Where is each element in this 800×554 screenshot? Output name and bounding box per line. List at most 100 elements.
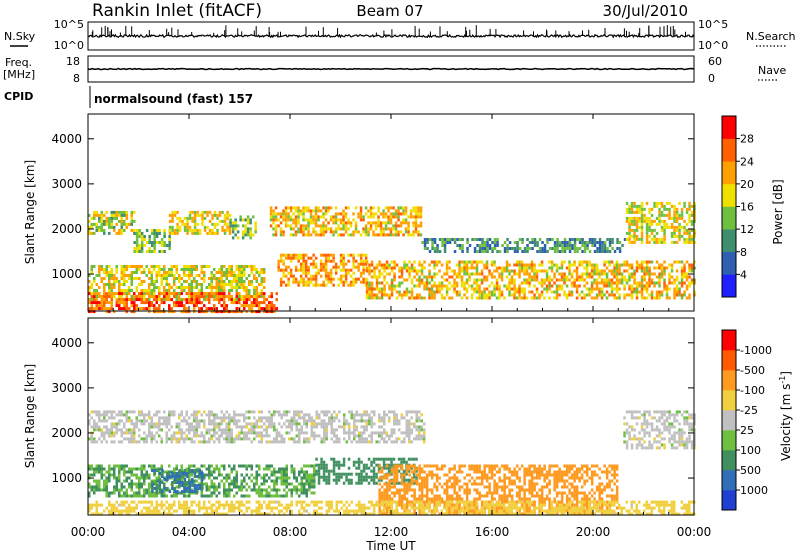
range-gate-cell — [299, 262, 303, 266]
range-gate-cell — [193, 310, 196, 314]
range-gate-cell — [660, 410, 664, 414]
range-gate-cell — [171, 216, 174, 220]
range-gate-cell — [377, 209, 380, 213]
range-gate-cell — [348, 422, 351, 426]
range-gate-cell — [663, 260, 666, 264]
range-gate-cell — [170, 310, 173, 314]
range-gate-cell — [655, 240, 659, 244]
range-gate-cell — [660, 272, 664, 276]
range-gate-cell — [272, 215, 275, 219]
range-gate-cell — [673, 207, 676, 211]
range-gate-cell — [486, 250, 489, 253]
range-gate-cell — [347, 218, 350, 222]
range-gate-cell — [274, 218, 278, 222]
range-gate-cell — [225, 268, 228, 271]
range-gate-cell — [590, 266, 594, 270]
range-gate-cell — [138, 485, 141, 489]
range-gate-cell — [304, 224, 308, 228]
range-gate-cell — [515, 296, 519, 300]
range-gate-cell — [486, 244, 489, 247]
range-gate-cell — [516, 244, 519, 247]
range-gate-cell — [90, 437, 93, 441]
range-gate-cell — [210, 274, 213, 277]
range-gate-cell — [300, 428, 303, 432]
range-gate-cell — [270, 470, 273, 474]
range-gate-cell — [573, 284, 576, 288]
range-gate-cell — [415, 293, 419, 297]
range-gate-cell — [410, 422, 413, 426]
range-gate-cell — [108, 464, 111, 468]
range-gate-cell — [635, 446, 639, 450]
range-gate-cell — [238, 301, 241, 305]
range-gate-cell — [596, 250, 599, 253]
range-gate-cell — [344, 212, 348, 216]
range-gate-cell — [255, 479, 258, 483]
range-gate-cell — [103, 413, 106, 417]
range-gate-cell — [105, 482, 108, 486]
range-gate-cell — [193, 431, 196, 435]
range-gate-cell — [125, 488, 128, 492]
range-gate-cell — [645, 272, 649, 276]
range-gate-cell — [243, 283, 246, 286]
range-gate-cell — [284, 253, 288, 257]
range-gate-cell — [665, 410, 669, 414]
range-gate-cell — [685, 231, 689, 235]
range-gate-cell — [404, 209, 408, 213]
range-gate-cell — [643, 216, 646, 220]
range-gate-cell — [415, 419, 418, 423]
range-gate-cell — [382, 230, 385, 234]
range-gate-cell — [284, 215, 288, 219]
range-gate-cell — [90, 425, 93, 429]
range-gate-cell — [556, 241, 559, 244]
range-gate-cell — [593, 296, 596, 300]
range-gate-cell — [143, 298, 146, 301]
range-gate-cell — [100, 216, 103, 220]
range-gate-cell — [238, 425, 241, 429]
range-gate-cell — [305, 431, 308, 435]
range-gate-cell — [125, 428, 128, 432]
range-gate-cell — [133, 247, 136, 250]
range-gate-cell — [357, 212, 360, 216]
range-gate-cell — [128, 485, 131, 489]
range-gate-cell — [185, 310, 188, 314]
range-gate-cell — [633, 228, 636, 232]
range-gate-cell — [294, 206, 298, 210]
range-gate-cell — [588, 241, 592, 244]
range-gate-cell — [397, 233, 400, 237]
range-gate-cell — [349, 280, 353, 284]
range-gate-cell — [360, 416, 363, 420]
range-gate-cell — [314, 274, 318, 278]
range-gate-cell — [318, 413, 321, 417]
range-gate-cell — [302, 271, 305, 275]
range-gate-cell — [428, 290, 431, 294]
range-gate-cell — [307, 224, 310, 228]
range-gate-cell — [279, 221, 283, 225]
range-gate-cell — [160, 428, 163, 432]
range-gate-cell — [595, 296, 599, 300]
range-gate-cell — [180, 410, 183, 414]
range-gate-cell — [384, 227, 388, 231]
range-gate-cell — [185, 307, 188, 311]
range-gate-cell — [675, 210, 679, 214]
range-gate-cell — [485, 275, 489, 279]
range-gate-cell — [558, 287, 561, 291]
range-gate-cell — [95, 274, 98, 277]
range-gate-cell — [352, 280, 355, 284]
range-gate-cell — [289, 218, 293, 222]
range-gate-cell — [193, 304, 196, 308]
range-gate-cell — [414, 221, 418, 225]
range-gate-cell — [683, 419, 686, 423]
range-gate-cell — [655, 440, 659, 444]
range-gate-cell — [230, 470, 233, 474]
range-gate-cell — [327, 280, 330, 284]
range-gate-cell — [638, 281, 641, 285]
range-gate-cell — [201, 213, 204, 217]
range-gate-cell — [292, 274, 295, 278]
range-gate-cell — [218, 295, 221, 299]
range-gate-cell — [563, 241, 567, 244]
range-gate-cell — [218, 467, 221, 471]
range-gate-cell — [150, 244, 154, 247]
range-gate-cell — [505, 287, 509, 291]
range-gate-cell — [693, 446, 696, 450]
range-gate-cell — [625, 207, 629, 211]
